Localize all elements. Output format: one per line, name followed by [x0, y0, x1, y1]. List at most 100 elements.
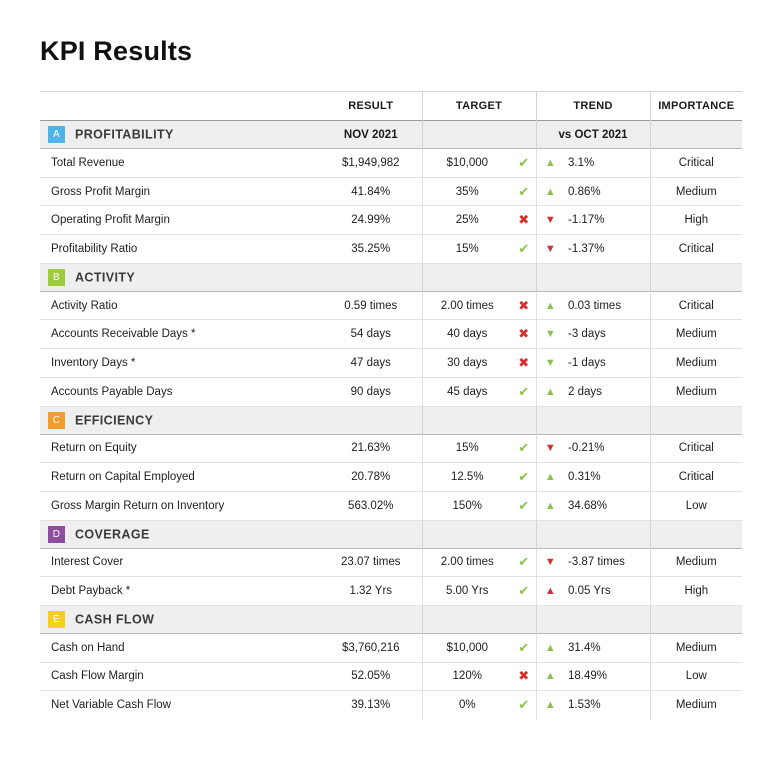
section-importance-blank [649, 120, 743, 149]
kpi-trend: 34.68% [568, 499, 608, 512]
kpi-result: 39.13% [351, 699, 391, 712]
checkmark-icon: ✔ [518, 183, 530, 199]
section-target-blank [421, 263, 537, 292]
kpi-trend: -3.87 times [568, 556, 625, 569]
kpi-name: Total Revenue [51, 156, 125, 169]
kpi-target: 30 days [421, 348, 512, 378]
kpi-result: 563.02% [348, 499, 394, 512]
kpi-result: 52.05% [351, 670, 391, 683]
section-label: ACTIVITY [75, 270, 136, 285]
section-trend-period [535, 263, 651, 292]
checkmark-icon: ✔ [518, 440, 530, 456]
kpi-target: 150% [421, 491, 512, 521]
kpi-trend: -1 days [568, 356, 606, 369]
arrow-down-icon: ▼ [535, 348, 565, 378]
kpi-trend: 0.03 times [568, 299, 622, 312]
page-title: KPI Results [40, 36, 193, 66]
kpi-importance: Medium [649, 548, 743, 577]
kpi-target: 15% [421, 434, 512, 463]
kpi-importance: Medium [649, 177, 743, 206]
kpi-importance: Critical [649, 234, 743, 264]
arrow-down-icon: ▼ [535, 319, 565, 349]
table-row: Inventory Days * 47 days 30 days ✖ ▼ -1 days M… [40, 348, 743, 378]
section-result-period [320, 263, 422, 291]
kpi-target: 0% [421, 690, 512, 720]
kpi-importance: Medium [649, 377, 743, 406]
section-badge: B [48, 268, 65, 286]
table-row: Debt Payback * 1.32 Yrs 5.00 Yrs ✔ ▲ 0.05 Yrs… [40, 576, 743, 606]
checkmark-icon: ✔ [518, 154, 530, 170]
checkmark-icon: ✔ [518, 554, 530, 570]
kpi-target: 2.00 times [421, 291, 512, 320]
kpi-name: Debt Payback * [51, 585, 131, 598]
table-row: Cash Flow Margin 52.05% 120% ✖ ▲ 18.49% Low [40, 662, 743, 691]
arrow-up-icon: ▲ [535, 576, 565, 606]
table-row: Gross Profit Margin 41.84% 35% ✔ ▲ 0.86% Mediu… [40, 177, 743, 206]
section-result-period [320, 406, 422, 434]
table-row: Cash on Hand $3,760,216 $10,000 ✔ ▲ 31.4% Medi… [40, 633, 743, 663]
kpi-importance: Medium [649, 348, 743, 378]
section-importance-blank [649, 406, 743, 434]
kpi-result: 35.25% [351, 242, 391, 255]
arrow-up-icon: ▲ [535, 690, 565, 720]
kpi-importance: Critical [649, 148, 743, 178]
arrow-down-icon: ▼ [535, 234, 565, 264]
table-row: Return on Capital Employed 20.78% 12.5% ✔ ▲ 0… [40, 462, 743, 492]
kpi-target: 5.00 Yrs [421, 576, 512, 606]
kpi-importance: High [649, 205, 743, 235]
header-kpi-name [40, 92, 320, 121]
kpi-name: Gross Profit Margin [51, 185, 151, 198]
table-row: Gross Margin Return on Inventory 563.02% 1… [40, 491, 743, 521]
arrow-down-icon: ▼ [535, 548, 565, 577]
kpi-trend: 2 days [568, 385, 602, 398]
kpi-table-body: A PROFITABILITY NOV 2021 vs OCT 2021 Total R… [40, 120, 743, 720]
kpi-target: 15% [421, 234, 512, 264]
kpi-importance: Medium [649, 633, 743, 663]
section-trend-period [535, 520, 651, 549]
kpi-result: 1.32 Yrs [349, 585, 393, 598]
section-importance-blank [649, 263, 743, 292]
kpi-name: Interest Cover [51, 556, 124, 569]
checkmark-icon: ✔ [518, 240, 530, 256]
table-row: Net Variable Cash Flow 39.13% 0% ✔ ▲ 1.53% Med… [40, 690, 743, 720]
kpi-result: $1,949,982 [341, 156, 400, 169]
kpi-target: 25% [421, 205, 512, 235]
kpi-result: $3,760,216 [341, 641, 400, 654]
kpi-result: 90 days [350, 385, 391, 398]
kpi-name: Gross Margin Return on Inventory [51, 499, 225, 512]
section-label: CASH FLOW [75, 612, 155, 627]
arrow-up-icon: ▲ [535, 291, 565, 320]
table-row: Activity Ratio 0.59 times 2.00 times ✖ ▲ 0.03… [40, 291, 743, 320]
kpi-name: Cash on Hand [51, 641, 125, 654]
arrow-up-icon: ▲ [535, 662, 565, 691]
kpi-importance: Medium [649, 690, 743, 720]
header-trend: TREND [535, 91, 651, 121]
cross-icon: ✖ [518, 668, 530, 684]
table-row: Accounts Receivable Days * 54 days 40 days… [40, 319, 743, 349]
section-trend-period [535, 406, 651, 434]
kpi-trend: -1.17% [568, 214, 605, 227]
kpi-importance: High [649, 576, 743, 606]
kpi-importance: Low [649, 491, 743, 521]
arrow-down-icon: ▼ [535, 434, 565, 463]
section-label: PROFITABILITY [75, 127, 174, 142]
kpi-target: 45 days [421, 377, 512, 406]
kpi-target: $10,000 [421, 633, 512, 663]
section-title: A PROFITABILITY [40, 121, 320, 149]
kpi-trend: 0.86% [568, 185, 601, 198]
kpi-importance: Medium [649, 319, 743, 349]
section-row-coverage: D COVERAGE [40, 520, 743, 549]
section-row-efficiency: C EFFICIENCY [40, 406, 743, 434]
section-label: COVERAGE [75, 527, 150, 542]
table-header-row: RESULT TARGET TREND IMPORTANCE [40, 91, 743, 121]
table-row: Operating Profit Margin 24.99% 25% ✖ ▼ -1.17%… [40, 205, 743, 235]
kpi-result: 0.59 times [344, 299, 398, 312]
kpi-trend: 31.4% [568, 641, 601, 654]
section-badge: D [48, 525, 65, 543]
arrow-up-icon: ▲ [535, 462, 565, 492]
section-target-blank [421, 406, 537, 434]
section-target-blank [421, 520, 537, 549]
header-importance: IMPORTANCE [649, 91, 743, 121]
arrow-up-icon: ▲ [535, 633, 565, 663]
kpi-result: 23.07 times [341, 556, 401, 569]
